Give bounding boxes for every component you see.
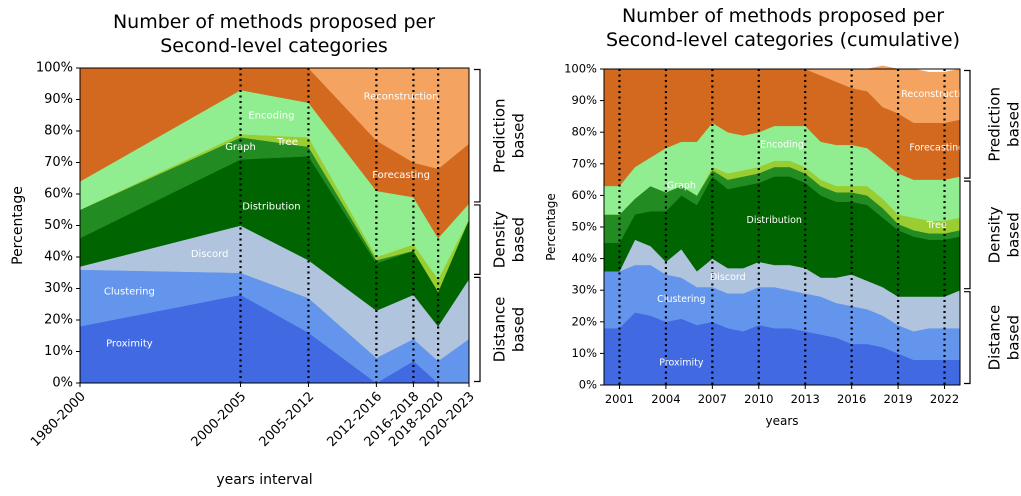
bracket-label: Prediction xyxy=(986,87,1004,162)
bracket-label: based xyxy=(1005,102,1021,147)
bracket xyxy=(964,181,970,289)
x-tick-label: 2000-2005 xyxy=(189,389,250,450)
bracket-label: based xyxy=(1005,212,1021,257)
y-tick-label: 100% xyxy=(564,62,597,76)
chart-left: Proximity Clustering Discord Distribution Gr… xyxy=(10,11,528,488)
y-tick-label: 20% xyxy=(571,314,597,328)
bracket xyxy=(474,70,480,202)
y-tick-label: 60% xyxy=(571,188,597,202)
area-label-proximity: Proximity xyxy=(659,357,704,368)
bracket-label: Density xyxy=(491,211,509,268)
bracket-label: based xyxy=(510,113,528,158)
area-label-graph: Graph xyxy=(667,180,696,191)
y-tick-label: 0% xyxy=(579,378,597,392)
y-tick-label: 20% xyxy=(44,313,73,328)
bracket-label: based xyxy=(510,307,528,352)
y-tick-label: 40% xyxy=(571,251,597,265)
x-tick-label: 2022 xyxy=(930,392,959,406)
y-axis-label: Percentage xyxy=(544,193,558,261)
y-tick-label: 50% xyxy=(571,220,597,234)
area-label-encoding: Encoding xyxy=(760,139,804,150)
area-label-tree: Tree xyxy=(276,137,298,148)
y-tick-label: 90% xyxy=(571,93,597,107)
chart-title: Second-level categories xyxy=(160,35,388,57)
y-tick-label: 90% xyxy=(44,92,73,107)
y-tick-label: 10% xyxy=(44,344,73,359)
y-tick-label: 30% xyxy=(571,283,597,297)
y-axis-label: Percentage xyxy=(10,186,26,265)
x-tick-label: 2007 xyxy=(698,392,727,406)
x-tick-label: 2016 xyxy=(837,392,866,406)
bracket-label: Prediction xyxy=(491,98,509,173)
y-tick-label: 10% xyxy=(571,346,597,360)
y-tick-label: 60% xyxy=(44,187,73,202)
area-label-forecasting: Forecasting xyxy=(909,143,964,154)
y-tick-label: 50% xyxy=(44,218,73,233)
area-label-proximity: Proximity xyxy=(106,339,153,350)
area-label-distribution: Distribution xyxy=(242,202,300,213)
x-tick-label: 2001 xyxy=(605,392,634,406)
y-tick-label: 80% xyxy=(571,125,597,139)
area-label-distribution: Distribution xyxy=(747,215,802,226)
bracket-label: based xyxy=(1005,315,1021,360)
x-tick-label: 2019 xyxy=(883,392,912,406)
y-tick-label: 100% xyxy=(36,61,73,76)
y-tick-label: 30% xyxy=(44,281,73,296)
area-label-forecasting: Forecasting xyxy=(372,170,430,181)
bracket xyxy=(474,205,480,274)
bracket xyxy=(474,277,480,381)
area-label-clustering: Clustering xyxy=(104,287,155,298)
y-tick-label: 0% xyxy=(52,376,73,391)
area-label-clustering: Clustering xyxy=(657,294,705,305)
chart-title: Number of methods proposed per xyxy=(622,5,944,27)
area-label-graph: Graph xyxy=(225,142,256,153)
area-label-encoding: Encoding xyxy=(248,110,294,121)
x-tick-label: 2005-2012 xyxy=(257,389,318,450)
y-tick-label: 80% xyxy=(44,124,73,139)
chart-right: Proximity Clustering Discord Distribution Gr… xyxy=(544,5,1021,428)
area-label-discord: Discord xyxy=(191,249,229,260)
chart-title: Number of methods proposed per xyxy=(113,11,435,33)
x-tick-label: 2013 xyxy=(791,392,820,406)
y-tick-label: 40% xyxy=(44,250,73,265)
x-tick-label: 2010 xyxy=(744,392,773,406)
area-label-discord: Discord xyxy=(710,272,746,283)
bracket-label: based xyxy=(510,217,528,262)
x-tick-label: 2004 xyxy=(651,392,680,406)
area-label-reconstruction: Reconstruction xyxy=(901,89,972,100)
bracket-label: Distance xyxy=(986,305,1004,371)
bracket xyxy=(964,71,970,179)
bracket-label: Distance xyxy=(491,297,509,363)
y-tick-label: 70% xyxy=(44,155,73,170)
x-tick-label: 1980-2000 xyxy=(28,389,89,450)
area-label-reconstruction: Reconstruction xyxy=(364,91,439,102)
x-axis-label: years xyxy=(765,414,798,428)
bracket xyxy=(964,292,970,384)
x-axis-label: years interval xyxy=(216,472,312,488)
chart-title: Second-level categories (cumulative) xyxy=(606,29,960,51)
area-label-tree: Tree xyxy=(926,220,947,231)
bracket-label: Density xyxy=(986,206,1004,263)
y-tick-label: 70% xyxy=(571,156,597,170)
